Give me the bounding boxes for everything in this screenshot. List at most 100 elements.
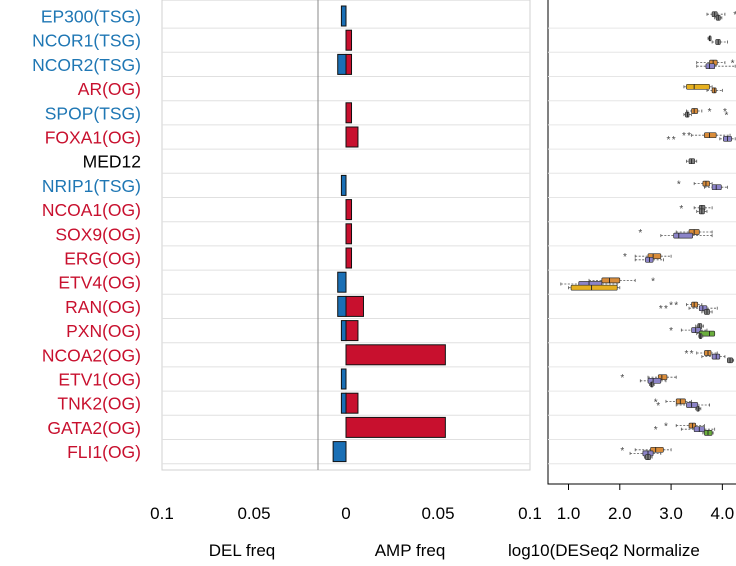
bar-x-tick-label: 0.05 [237, 504, 270, 523]
gene-label: NCOR1(TSG) [32, 31, 141, 51]
box-iqr [570, 284, 618, 291]
gene-label: SOX9(OG) [55, 224, 141, 244]
box-outlier: * [656, 401, 660, 412]
box-outlier: * [669, 301, 673, 312]
box-outlier: * [651, 276, 655, 287]
del-bar [337, 295, 347, 317]
box-outlier: * [679, 204, 683, 215]
amp-bar [345, 416, 446, 438]
box-iqr [711, 184, 722, 191]
box-outlier: * [669, 326, 673, 337]
box-outlier: * [674, 301, 678, 312]
amp-bar [345, 320, 359, 342]
amp-bar [345, 247, 353, 269]
gene-label: NCOR2(TSG) [32, 55, 141, 75]
del-bar [340, 320, 347, 342]
box-iqr [675, 398, 686, 405]
gene-label: SPOP(TSG) [45, 103, 141, 123]
gene-label: MED12 [83, 152, 141, 172]
bar-x-tick-label: 0.1 [518, 504, 542, 523]
amp-bar [345, 53, 353, 75]
box-outlier: * [685, 349, 689, 360]
del-freq-label: DEL freq [209, 541, 275, 560]
box-iqr [601, 277, 621, 284]
box-x-axis-label: log10(DESeq2 Normalize [508, 541, 700, 560]
box-iqr [647, 377, 662, 384]
gene-label: RAN(OG) [65, 297, 141, 317]
box-iqr [705, 63, 716, 70]
gene-label: ETV4(OG) [58, 273, 141, 293]
box-outlier: * [687, 131, 691, 142]
amp-bar [345, 295, 364, 317]
box-iqr [686, 402, 699, 408]
gene-label: NCOA1(OG) [42, 200, 141, 220]
del-bar [337, 271, 347, 293]
box-iqr [691, 108, 699, 114]
amp-bar [345, 223, 353, 245]
gene-label: FOXA1(OG) [45, 128, 141, 148]
box-plot-panel: ***************************** 1.0 2.0 3.0 4… [508, 0, 736, 560]
box-outlier: * [677, 180, 681, 191]
box-outlier: * [725, 111, 729, 122]
del-bar [340, 5, 347, 27]
box-outlier: * [731, 59, 735, 70]
amp-bar [345, 102, 353, 124]
box-outlier: * [672, 135, 676, 146]
del-bar [332, 441, 347, 463]
box-x-tick-label: 3.0 [659, 504, 683, 523]
box-marks: ***************************** [560, 10, 736, 460]
gene-label: FLI1(OG) [67, 442, 141, 462]
box-iqr [691, 301, 699, 308]
bar-x-tick-label: 0 [341, 504, 350, 523]
gene-label: NCOA2(OG) [42, 345, 141, 365]
box-x-tick-label: 4.0 [711, 504, 735, 523]
box-outlier: * [690, 349, 694, 360]
box-outlier: * [620, 373, 624, 384]
amp-bar [345, 344, 446, 366]
box-plot-frame [547, 0, 736, 485]
gene-label: NRIP1(TSG) [42, 176, 141, 196]
box-outlier: * [664, 304, 668, 315]
bar-x-tick-label: 0.05 [421, 504, 454, 523]
bar-chart-panel: EP300(TSG) NCOR1(TSG) NCOR2(TSG) AR(OG) SPOP… [32, 0, 542, 560]
gene-label: ETV1(OG) [58, 370, 141, 390]
amp-bar [345, 29, 353, 51]
box-outlier: * [682, 131, 686, 142]
box-outlier: * [733, 10, 736, 21]
del-bar [340, 392, 347, 414]
box-outlier: * [638, 228, 642, 239]
del-bar [337, 53, 347, 75]
box-outlier: * [723, 107, 727, 118]
box-iqr [686, 83, 710, 90]
box-x-tick-labels: 1.0 2.0 3.0 4.0 [557, 484, 734, 523]
box-iqr [704, 132, 717, 139]
box-outlier: * [659, 304, 663, 315]
amp-freq-label: AMP freq [375, 541, 446, 560]
box-x-tick-label: 2.0 [608, 504, 632, 523]
box-outlier: * [664, 422, 668, 433]
gene-label: PXN(OG) [66, 321, 141, 341]
amp-bar [345, 199, 353, 221]
bar-gridlines [162, 27, 530, 465]
box-iqr [711, 87, 717, 94]
gene-label: AR(OG) [78, 79, 141, 99]
amp-bar [345, 126, 359, 148]
box-outlier: * [623, 252, 627, 263]
gene-label: EP300(TSG) [41, 7, 141, 27]
del-bar [340, 368, 347, 390]
bar-marks [332, 5, 446, 463]
box-iqr [650, 446, 664, 453]
bar-x-tick-labels: 0.1 0.05 0 0.05 0.1 [150, 504, 542, 523]
box-outlier: * [708, 107, 712, 118]
box-outlier: * [667, 135, 671, 146]
bar-x-tick-label: 0.1 [150, 504, 174, 523]
gene-label: ERG(OG) [64, 249, 141, 269]
box-outlier: * [654, 397, 658, 408]
box-outlier: * [620, 446, 624, 457]
gene-labels: EP300(TSG) NCOR1(TSG) NCOR2(TSG) AR(OG) SPOP… [32, 7, 141, 463]
box-iqr [673, 232, 693, 239]
amp-bar [345, 392, 359, 414]
box-iqr [691, 327, 702, 333]
gene-label: GATA2(OG) [47, 418, 141, 438]
